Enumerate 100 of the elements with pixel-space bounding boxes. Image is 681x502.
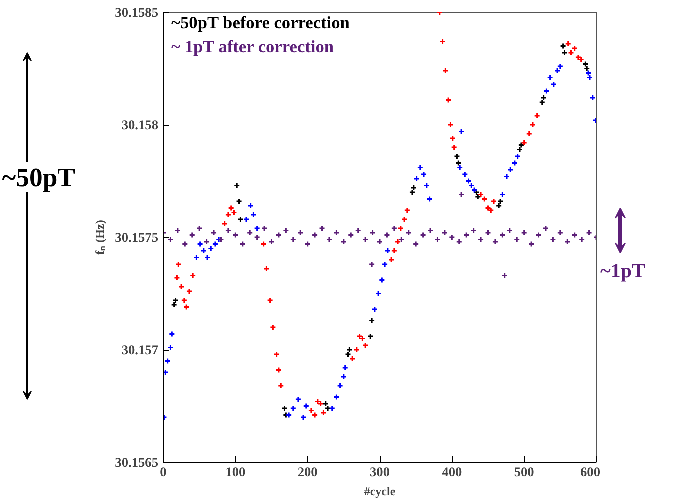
- point: [286, 412, 292, 418]
- x-tick-label: 0: [160, 464, 168, 480]
- point: [372, 306, 378, 313]
- point: [378, 277, 386, 284]
- point: [295, 396, 302, 403]
- point: [514, 153, 522, 160]
- point: [575, 54, 582, 61]
- point: [200, 248, 208, 254]
- point: [426, 196, 434, 202]
- point: [354, 346, 360, 354]
- x-tick-label: 200: [298, 464, 318, 480]
- point: [164, 369, 169, 376]
- point: [382, 261, 388, 268]
- point: [391, 248, 398, 254]
- point: [204, 254, 211, 261]
- point: [488, 207, 494, 214]
- point: [254, 225, 261, 232]
- y-tick-label: 30.1565: [115, 455, 159, 470]
- point: [474, 194, 482, 200]
- point: [454, 153, 460, 160]
- point: [164, 358, 172, 364]
- point: [512, 160, 518, 166]
- point: [561, 50, 568, 56]
- x-axis-title: #cycle: [364, 484, 396, 498]
- point: [586, 74, 594, 81]
- point: [174, 274, 180, 282]
- point: [584, 66, 590, 72]
- point: [318, 400, 324, 408]
- point: [290, 405, 297, 412]
- point: [401, 216, 408, 223]
- point: [445, 97, 452, 104]
- point: [359, 336, 366, 342]
- point: [590, 94, 596, 102]
- point: [333, 394, 340, 400]
- y-tick-label: 30.157: [122, 342, 159, 358]
- point: [585, 70, 592, 76]
- point: [248, 202, 254, 210]
- point: [455, 160, 462, 166]
- point: [250, 212, 257, 218]
- point: [458, 128, 465, 135]
- point: [534, 112, 541, 120]
- point: [451, 144, 458, 151]
- point: [404, 207, 411, 214]
- point: [237, 216, 244, 223]
- point: [394, 238, 402, 246]
- point: [462, 171, 468, 178]
- point: [456, 164, 464, 171]
- point: [582, 61, 589, 68]
- point: [260, 241, 268, 248]
- point: [342, 364, 349, 372]
- point: [278, 382, 284, 390]
- point: [234, 182, 240, 189]
- point: [450, 135, 456, 142]
- point: [186, 288, 193, 295]
- point: [424, 182, 430, 189]
- point: [236, 198, 243, 205]
- point: [281, 405, 288, 412]
- x-tick-label: 600: [580, 464, 601, 480]
- x-tick-label: 500: [514, 464, 535, 480]
- point: [175, 261, 182, 268]
- point: [322, 400, 330, 408]
- point: [526, 130, 533, 138]
- point: [312, 412, 318, 418]
- y-axis-title: fₙ (Hz): [93, 220, 108, 255]
- annotation: ~50pT before correction: [172, 14, 350, 32]
- point: [222, 220, 228, 228]
- point: [473, 189, 480, 196]
- point: [530, 122, 536, 128]
- point: [190, 272, 196, 279]
- point: [560, 43, 567, 50]
- point: [340, 374, 348, 380]
- text: ~50pT: [2, 162, 76, 192]
- point: [243, 216, 250, 223]
- point: [303, 403, 310, 410]
- point: [197, 241, 204, 248]
- point: [228, 205, 235, 212]
- point: [267, 297, 274, 304]
- point: [547, 74, 554, 81]
- point: [398, 225, 404, 232]
- text: ~1pT: [600, 260, 646, 282]
- point: [167, 344, 174, 351]
- point: [367, 333, 374, 340]
- point: [481, 196, 488, 202]
- x-tick-label: 100: [226, 464, 246, 480]
- x-tick-label: 300: [370, 464, 390, 480]
- point: [543, 88, 550, 94]
- point: [507, 166, 514, 174]
- point: [274, 351, 280, 358]
- point: [490, 198, 498, 205]
- point: [485, 205, 492, 212]
- point: [368, 318, 376, 324]
- annotation: ~ 1pT after correction: [172, 38, 334, 56]
- point: [276, 367, 282, 374]
- point: [471, 187, 478, 194]
- point: [263, 266, 270, 272]
- point: [356, 333, 364, 340]
- point: [447, 122, 454, 128]
- point: [578, 56, 585, 63]
- point: [550, 81, 558, 88]
- point: [417, 164, 424, 171]
